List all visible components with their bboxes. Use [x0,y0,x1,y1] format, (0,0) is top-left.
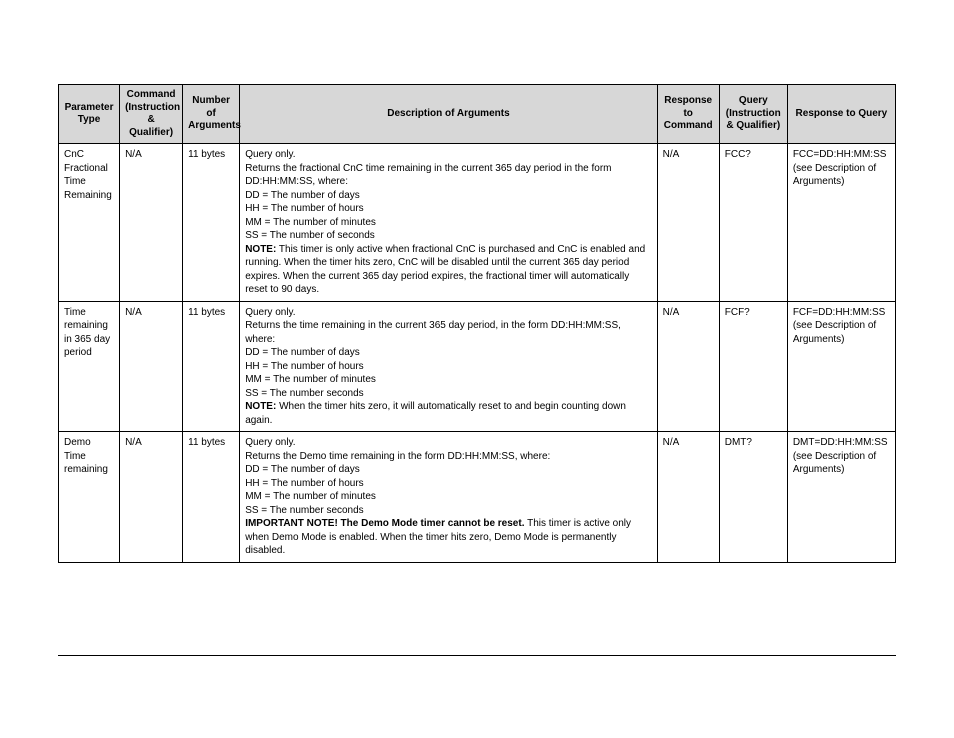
description-line: SS = The number of seconds [245,229,651,243]
cell-parameter-type: Time remaining in 365 day period [59,301,120,432]
col-parameter-type: Parameter Type [59,85,120,144]
response-query-line: DMT=DD:HH:MM:SS [793,436,890,450]
response-query-line: (see Description of Arguments) [793,162,890,189]
description-bold-prefix: NOTE: [245,401,276,412]
description-line: HH = The number of hours [245,477,651,491]
description-line: DD = The number of days [245,346,651,360]
description-line: MM = The number of minutes [245,216,651,230]
cell-query: DMT? [719,432,787,563]
parameters-table: Parameter Type Command (Instruction & Qu… [58,84,896,563]
description-line: SS = The number seconds [245,387,651,401]
description-line: Query only. [245,148,651,162]
cell-response-cmd: N/A [657,301,719,432]
description-line: DD = The number of days [245,463,651,477]
cell-response-query: FCC=DD:HH:MM:SS(see Description of Argum… [787,144,895,302]
table-body: CnC Fractional Time RemainingN/A11 bytes… [59,144,896,563]
cell-num-args: 11 bytes [183,301,240,432]
cell-parameter-type: Demo Time remaining [59,432,120,563]
footer-divider [58,655,896,656]
description-line: HH = The number of hours [245,202,651,216]
cell-num-args: 11 bytes [183,432,240,563]
description-line: Returns the fractional CnC time remainin… [245,162,651,189]
cell-query: FCC? [719,144,787,302]
description-line: MM = The number of minutes [245,373,651,387]
description-line: NOTE: This timer is only active when fra… [245,243,651,297]
col-description: Description of Arguments [240,85,657,144]
cell-response-query: FCF=DD:HH:MM:SS(see Description of Argum… [787,301,895,432]
description-line: IMPORTANT NOTE! The Demo Mode timer cann… [245,517,651,558]
description-line: HH = The number of hours [245,360,651,374]
cell-num-args: 11 bytes [183,144,240,302]
description-line: Returns the time remaining in the curren… [245,319,651,346]
description-line: Query only. [245,306,651,320]
table-row: Demo Time remainingN/A11 bytesQuery only… [59,432,896,563]
description-line: DD = The number of days [245,189,651,203]
cell-description: Query only.Returns the fractional CnC ti… [240,144,657,302]
description-bold-prefix: NOTE: [245,244,276,255]
table-header-row: Parameter Type Command (Instruction & Qu… [59,85,896,144]
cell-description: Query only.Returns the Demo time remaini… [240,432,657,563]
description-line: Query only. [245,436,651,450]
cell-command: N/A [120,144,183,302]
cell-response-cmd: N/A [657,144,719,302]
cell-query: FCF? [719,301,787,432]
col-query: Query (Instruction & Qualifier) [719,85,787,144]
cell-command: N/A [120,301,183,432]
cell-response-cmd: N/A [657,432,719,563]
cell-parameter-type: CnC Fractional Time Remaining [59,144,120,302]
description-line: SS = The number seconds [245,504,651,518]
page: Parameter Type Command (Instruction & Qu… [0,0,954,738]
cell-command: N/A [120,432,183,563]
description-line: NOTE: When the timer hits zero, it will … [245,400,651,427]
response-query-line: FCC=DD:HH:MM:SS [793,148,890,162]
col-response-cmd: Response to Command [657,85,719,144]
description-bold-prefix: IMPORTANT NOTE! The Demo Mode timer cann… [245,518,524,529]
cell-description: Query only.Returns the time remaining in… [240,301,657,432]
description-line: Returns the Demo time remaining in the f… [245,450,651,464]
col-num-arguments: Number of Arguments [183,85,240,144]
response-query-line: (see Description of Arguments) [793,319,890,346]
description-line: MM = The number of minutes [245,490,651,504]
table-row: CnC Fractional Time RemainingN/A11 bytes… [59,144,896,302]
table-row: Time remaining in 365 day periodN/A11 by… [59,301,896,432]
cell-response-query: DMT=DD:HH:MM:SS(see Description of Argum… [787,432,895,563]
response-query-line: FCF=DD:HH:MM:SS [793,306,890,320]
col-response-query: Response to Query [787,85,895,144]
col-command: Command (Instruction & Qualifier) [120,85,183,144]
response-query-line: (see Description of Arguments) [793,450,890,477]
